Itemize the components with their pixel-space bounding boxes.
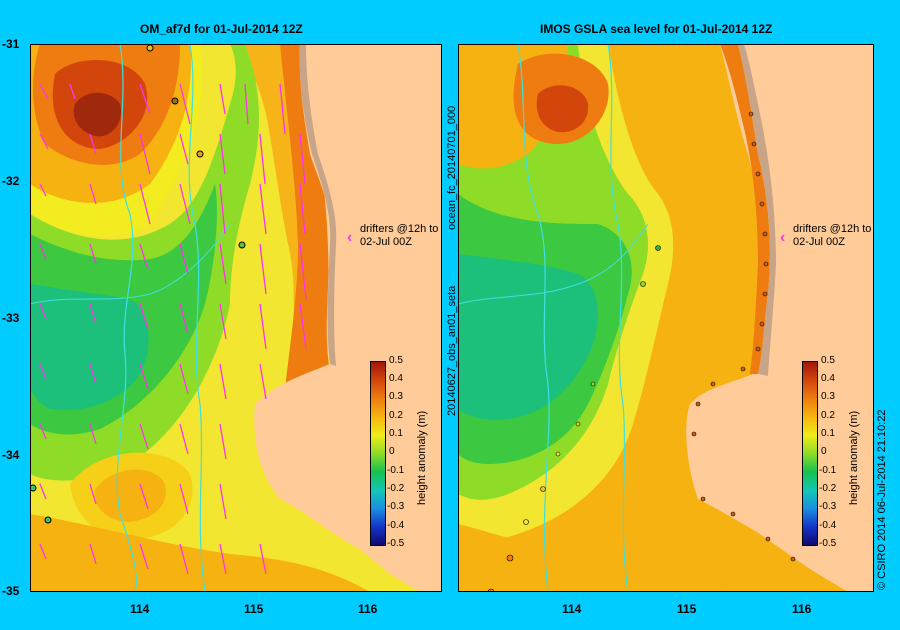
left-cb-label: -0.2	[387, 483, 405, 494]
right-colorbar	[802, 361, 818, 546]
right-cb-label: -0.1	[819, 465, 837, 476]
right-panel-title: IMOS GSLA sea level for 01-Jul-2014 12Z	[540, 22, 773, 36]
right-cb-label: 0.5	[821, 355, 835, 366]
drifter-arrows	[39, 83, 307, 575]
left-drifter-arrow-icon: ‹	[347, 229, 353, 246]
right-x-label-115: 115	[677, 602, 697, 616]
right-cb-label: -0.2	[819, 483, 837, 494]
right-colorbar-title: height anomaly (m)	[848, 410, 860, 505]
y-label-2: -33	[2, 311, 20, 325]
drifter-points	[30, 44, 246, 524]
right-cb-label: 0.1	[821, 428, 835, 439]
left-cb-label: 0.4	[389, 373, 403, 384]
left-cb-label: -0.4	[387, 520, 405, 531]
analysis-id-label: 20140627_obs_an01_seta	[446, 285, 458, 416]
forecast-id-label: ocean_fc_20140701_000	[446, 105, 458, 230]
left-cb-label: 0.3	[389, 391, 403, 402]
y-label-0: -31	[2, 37, 20, 51]
left-bathymetry	[116, 44, 137, 592]
right-drifter-note: drifters @12h to 02-Jul 00Z	[793, 223, 872, 248]
right-x-label-114: 114	[562, 602, 582, 616]
left-cb-label: 0.1	[389, 428, 403, 439]
coastal-markers	[691, 111, 796, 562]
y-label-3: -34	[2, 448, 20, 462]
left-x-label-116: 116	[358, 602, 378, 616]
credit-label: © CSIRO 2014 06-Jul-2014 21:10:22	[876, 409, 888, 590]
left-cb-label: -0.5	[387, 538, 405, 549]
left-land	[254, 44, 442, 592]
left-panel-title: OM_af7d for 01-Jul-2014 12Z	[140, 22, 303, 36]
left-x-label-115: 115	[244, 602, 264, 616]
right-cb-label: -0.4	[819, 520, 837, 531]
right-cb-label: -0.5	[819, 538, 837, 549]
left-x-label-114: 114	[130, 602, 150, 616]
right-drifter-points	[487, 245, 661, 592]
left-cb-label: 0	[389, 446, 395, 457]
left-colorbar	[370, 361, 386, 546]
left-drifter-note: drifters @12h to 02-Jul 00Z	[360, 223, 439, 248]
left-cb-label: 0.5	[389, 355, 403, 366]
right-map	[458, 44, 874, 592]
left-cb-label: -0.3	[387, 501, 405, 512]
right-cb-label: 0	[821, 446, 827, 457]
right-cb-label: 0.4	[821, 373, 835, 384]
right-cb-label: -0.3	[819, 501, 837, 512]
right-drifter-arrow-icon: ‹	[780, 229, 786, 246]
left-cb-label: -0.1	[387, 465, 405, 476]
left-colorbar-title: height anomaly (m)	[416, 410, 428, 505]
right-x-label-116: 116	[792, 602, 812, 616]
right-cb-label: 0.3	[821, 391, 835, 402]
left-cb-label: 0.2	[389, 410, 403, 421]
y-label-1: -32	[2, 174, 20, 188]
right-cb-label: 0.2	[821, 410, 835, 421]
y-label-4: -35	[2, 584, 20, 598]
left-map	[30, 44, 442, 592]
